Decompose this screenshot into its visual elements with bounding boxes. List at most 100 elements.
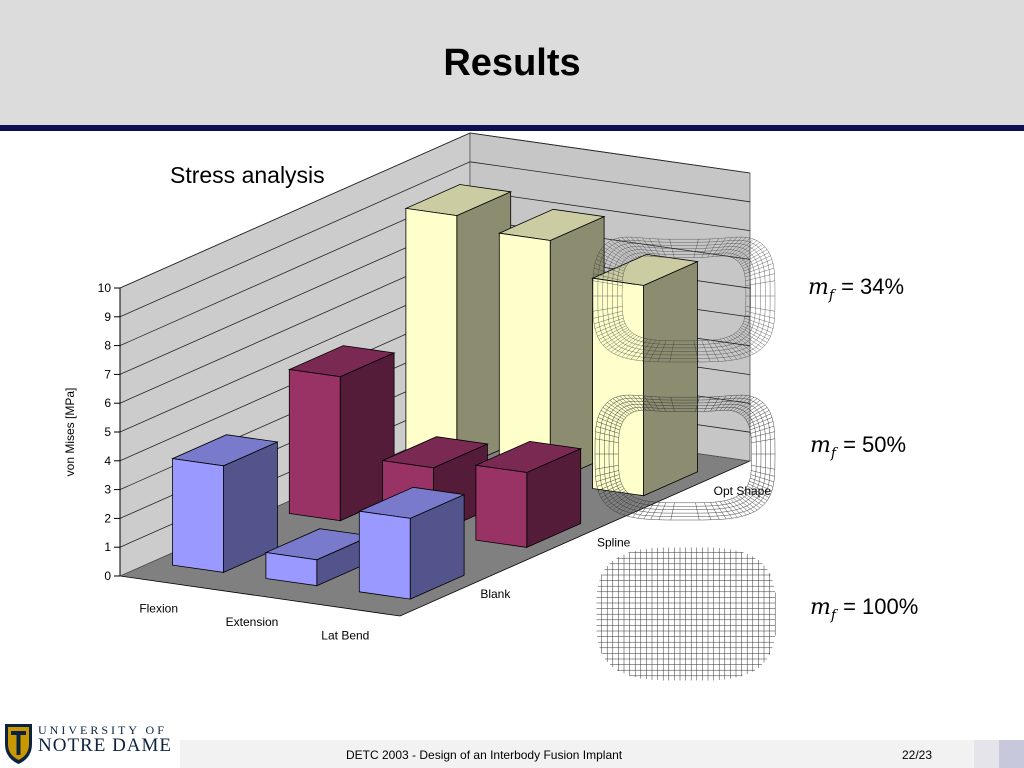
chart-y-axis: 0 1 2 3 4 5 6 7 8 9 10 von Mises [MPa] bbox=[63, 281, 121, 583]
mesh-spoke bbox=[749, 480, 773, 491]
mesh-spoke bbox=[649, 238, 661, 258]
mesh-spoke bbox=[650, 396, 660, 412]
mesh-spoke bbox=[723, 338, 742, 359]
mesh-spoke bbox=[744, 490, 766, 504]
mesh-spoke bbox=[599, 483, 622, 495]
mesh-spoke bbox=[735, 242, 761, 260]
footer-title: DETC 2003 - Design of an Interbody Fusio… bbox=[346, 748, 623, 762]
mesh-spoke bbox=[602, 407, 625, 420]
mesh-spoke bbox=[731, 335, 754, 355]
mesh-spoke bbox=[740, 400, 761, 415]
mesh-spoke bbox=[612, 495, 632, 511]
mesh-spoke bbox=[621, 237, 642, 257]
mesh-spoke bbox=[712, 340, 726, 362]
mesh-spoke bbox=[750, 474, 774, 483]
chart-labels: Flexion Extension Lat Bend Blank Spline Opt S… bbox=[139, 484, 771, 642]
mesh-spoke bbox=[735, 496, 755, 513]
design-label-3: mf = 100% bbox=[810, 594, 919, 624]
mesh-spoke bbox=[595, 320, 625, 333]
mesh-spoke bbox=[742, 255, 771, 269]
mesh-spoke bbox=[609, 400, 630, 415]
mesh-spoke bbox=[726, 337, 747, 358]
mesh-spoke bbox=[737, 244, 763, 262]
slide-title: Results bbox=[443, 42, 581, 84]
mesh-spoke bbox=[719, 237, 738, 257]
mesh-spoke bbox=[745, 488, 768, 501]
mesh-spoke bbox=[712, 237, 726, 257]
mesh-spoke bbox=[596, 421, 620, 431]
page-number: 22/23 bbox=[902, 748, 933, 762]
mesh-spoke bbox=[750, 421, 774, 431]
y-tick-label: 5 bbox=[104, 425, 111, 439]
bar-spline-lat-bend bbox=[474, 440, 583, 549]
mesh-spoke bbox=[740, 327, 768, 343]
mesh-spoke bbox=[643, 395, 655, 411]
mesh-spoke bbox=[748, 413, 771, 425]
mesh-spoke bbox=[619, 395, 637, 412]
mesh-spoke bbox=[719, 338, 738, 360]
mesh-spoke bbox=[597, 255, 626, 269]
mesh-spoke bbox=[610, 240, 635, 259]
mesh-spoke bbox=[636, 237, 652, 257]
mesh-spoke bbox=[594, 317, 624, 329]
mesh-spoke bbox=[715, 395, 727, 411]
mesh-spoke bbox=[607, 492, 628, 506]
series-label: Spline bbox=[597, 536, 631, 550]
mesh-spoke bbox=[728, 336, 751, 356]
y-tick-label: 3 bbox=[104, 483, 111, 497]
mesh-spoke bbox=[738, 329, 766, 346]
category-label: Lat Bend bbox=[321, 628, 369, 642]
mesh-spoke bbox=[600, 486, 623, 498]
mesh-spoke bbox=[594, 268, 623, 278]
mesh-spoke bbox=[751, 438, 775, 443]
mesh-spoke bbox=[701, 238, 711, 258]
mesh-spoke bbox=[733, 395, 751, 412]
stress-analysis-heading: Stress analysis bbox=[170, 162, 325, 188]
mesh-spoke bbox=[612, 398, 632, 414]
bar-blank-flexion bbox=[171, 434, 279, 574]
mesh-spoke bbox=[623, 498, 640, 516]
y-tick-label: 1 bbox=[104, 540, 111, 554]
category-label: Extension bbox=[226, 615, 279, 629]
mesh-spoke bbox=[602, 329, 630, 346]
logo-notre-dame: NOTRE DAME bbox=[38, 735, 173, 756]
mesh-spoke bbox=[670, 502, 675, 521]
mesh-spoke bbox=[751, 470, 775, 477]
mesh-spoke bbox=[730, 395, 747, 411]
mesh-spoke bbox=[615, 496, 635, 513]
mesh-spoke bbox=[599, 413, 622, 425]
mesh-spoke bbox=[604, 490, 626, 504]
header-band bbox=[0, 0, 1024, 125]
mesh-spoke bbox=[723, 500, 738, 518]
mesh-spoke bbox=[596, 425, 620, 434]
mesh-spoke bbox=[745, 280, 775, 286]
mesh-spoke bbox=[727, 394, 743, 411]
mesh-spoke bbox=[693, 340, 699, 363]
design-label-1: mf = 34% bbox=[808, 274, 905, 304]
mesh-spoke bbox=[627, 394, 643, 411]
mesh-spoke bbox=[748, 483, 771, 495]
gridline bbox=[119, 132, 751, 289]
mesh-spoke bbox=[743, 320, 773, 333]
mesh-spoke bbox=[741, 325, 770, 340]
mesh-spoke bbox=[617, 237, 640, 257]
mesh-spoke bbox=[695, 502, 700, 521]
mesh-spoke bbox=[596, 477, 620, 487]
category-label: Flexion bbox=[139, 602, 178, 616]
mesh-spoke bbox=[719, 395, 733, 411]
bar-front bbox=[172, 458, 224, 573]
mesh-spoke bbox=[609, 493, 630, 509]
gridline bbox=[119, 161, 751, 318]
mesh-spoke bbox=[594, 263, 624, 275]
bar-front bbox=[475, 464, 528, 548]
mesh-spoke bbox=[650, 502, 660, 520]
mesh-spoke bbox=[626, 338, 645, 359]
mesh-spoke bbox=[636, 339, 652, 361]
mesh-spoke bbox=[600, 410, 623, 422]
mesh-spoke bbox=[737, 331, 763, 348]
mesh-spoke bbox=[751, 465, 775, 470]
y-tick-label: 2 bbox=[104, 511, 111, 525]
bar-blank-lat-bend bbox=[357, 486, 466, 600]
mesh-spoke bbox=[649, 340, 661, 362]
mesh-spoke bbox=[617, 336, 640, 356]
